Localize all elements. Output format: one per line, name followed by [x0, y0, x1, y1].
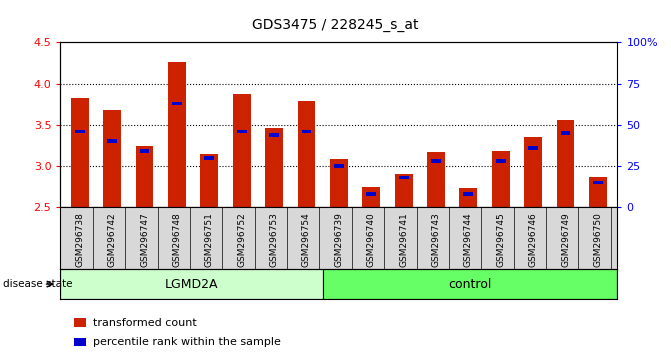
Bar	[205, 156, 214, 160]
Bar	[557, 120, 574, 207]
Bar	[323, 269, 617, 299]
Text: GSM296740: GSM296740	[367, 212, 376, 267]
Bar	[75, 130, 85, 133]
Bar	[560, 131, 570, 135]
Bar	[168, 62, 186, 207]
Text: GSM296754: GSM296754	[302, 212, 311, 267]
Text: GSM296748: GSM296748	[172, 212, 181, 267]
Bar	[172, 102, 182, 105]
Text: GSM296745: GSM296745	[497, 212, 505, 267]
Bar	[464, 192, 473, 196]
Bar	[265, 128, 283, 207]
Bar	[301, 130, 311, 133]
Bar	[237, 130, 247, 133]
Text: GSM296746: GSM296746	[529, 212, 537, 267]
Bar	[107, 139, 117, 143]
Bar	[74, 319, 86, 327]
Text: GSM296752: GSM296752	[238, 212, 246, 267]
Bar	[460, 188, 477, 207]
Bar	[136, 146, 154, 207]
Bar	[431, 159, 441, 163]
Bar	[233, 93, 251, 207]
Text: GSM296743: GSM296743	[431, 212, 440, 267]
Bar	[395, 174, 413, 207]
Bar	[524, 137, 542, 207]
Text: GSM296742: GSM296742	[108, 212, 117, 267]
Bar	[496, 159, 506, 163]
Text: GSM296739: GSM296739	[334, 212, 344, 267]
Bar	[297, 101, 315, 207]
Text: GSM296751: GSM296751	[205, 212, 214, 267]
Bar	[330, 159, 348, 207]
Text: GSM296741: GSM296741	[399, 212, 408, 267]
Text: GSM296750: GSM296750	[593, 212, 603, 267]
Bar	[427, 152, 445, 207]
Bar	[74, 338, 86, 346]
Bar	[399, 176, 409, 179]
Bar	[71, 98, 89, 207]
Bar	[528, 146, 538, 150]
Text: GSM296747: GSM296747	[140, 212, 149, 267]
Text: control: control	[448, 278, 492, 291]
Bar	[593, 181, 603, 184]
Bar	[589, 177, 607, 207]
Bar	[492, 151, 510, 207]
Bar	[140, 149, 150, 153]
Text: GDS3475 / 228245_s_at: GDS3475 / 228245_s_at	[252, 18, 419, 32]
Text: GSM296753: GSM296753	[270, 212, 278, 267]
Bar	[362, 187, 380, 207]
Text: GSM296738: GSM296738	[75, 212, 85, 267]
Bar	[366, 192, 376, 196]
Bar	[334, 164, 344, 168]
Text: transformed count: transformed count	[93, 318, 197, 328]
Bar	[103, 110, 121, 207]
Bar	[60, 269, 323, 299]
Text: LGMD2A: LGMD2A	[165, 278, 218, 291]
Bar	[269, 133, 279, 137]
Bar	[201, 154, 218, 207]
Text: percentile rank within the sample: percentile rank within the sample	[93, 337, 280, 347]
Text: GSM296749: GSM296749	[561, 212, 570, 267]
Text: disease state: disease state	[3, 279, 73, 289]
Text: GSM296744: GSM296744	[464, 212, 473, 267]
